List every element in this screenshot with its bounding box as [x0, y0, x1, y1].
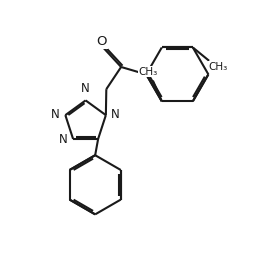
Text: CH₃: CH₃: [208, 62, 228, 72]
Text: CH₃: CH₃: [139, 67, 158, 77]
Text: O: O: [97, 35, 107, 48]
Text: N: N: [59, 133, 68, 146]
Text: N: N: [81, 82, 89, 95]
Text: N: N: [51, 108, 60, 121]
Text: N: N: [111, 108, 120, 121]
